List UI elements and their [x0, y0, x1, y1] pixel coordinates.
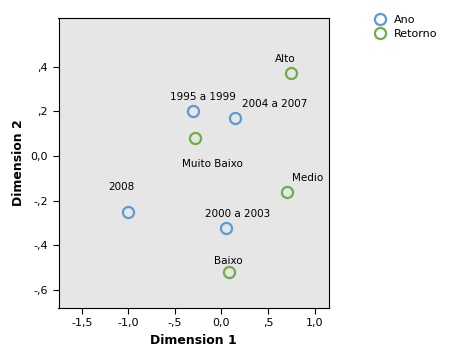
Legend: Ano, Retorno: Ano, Retorno	[366, 13, 440, 41]
Text: 2000 a 2003: 2000 a 2003	[205, 209, 270, 219]
Text: Muito Baixo: Muito Baixo	[182, 160, 243, 169]
Text: Medio: Medio	[292, 173, 324, 183]
Y-axis label: Dimension 2: Dimension 2	[12, 119, 25, 206]
Text: 2008: 2008	[108, 182, 134, 192]
Text: 1995 a 1999: 1995 a 1999	[170, 92, 236, 103]
Text: Alto: Alto	[274, 55, 295, 64]
X-axis label: Dimension 1: Dimension 1	[150, 334, 237, 347]
Text: Baixo: Baixo	[214, 256, 243, 266]
Text: 2004 a 2007: 2004 a 2007	[242, 99, 307, 109]
